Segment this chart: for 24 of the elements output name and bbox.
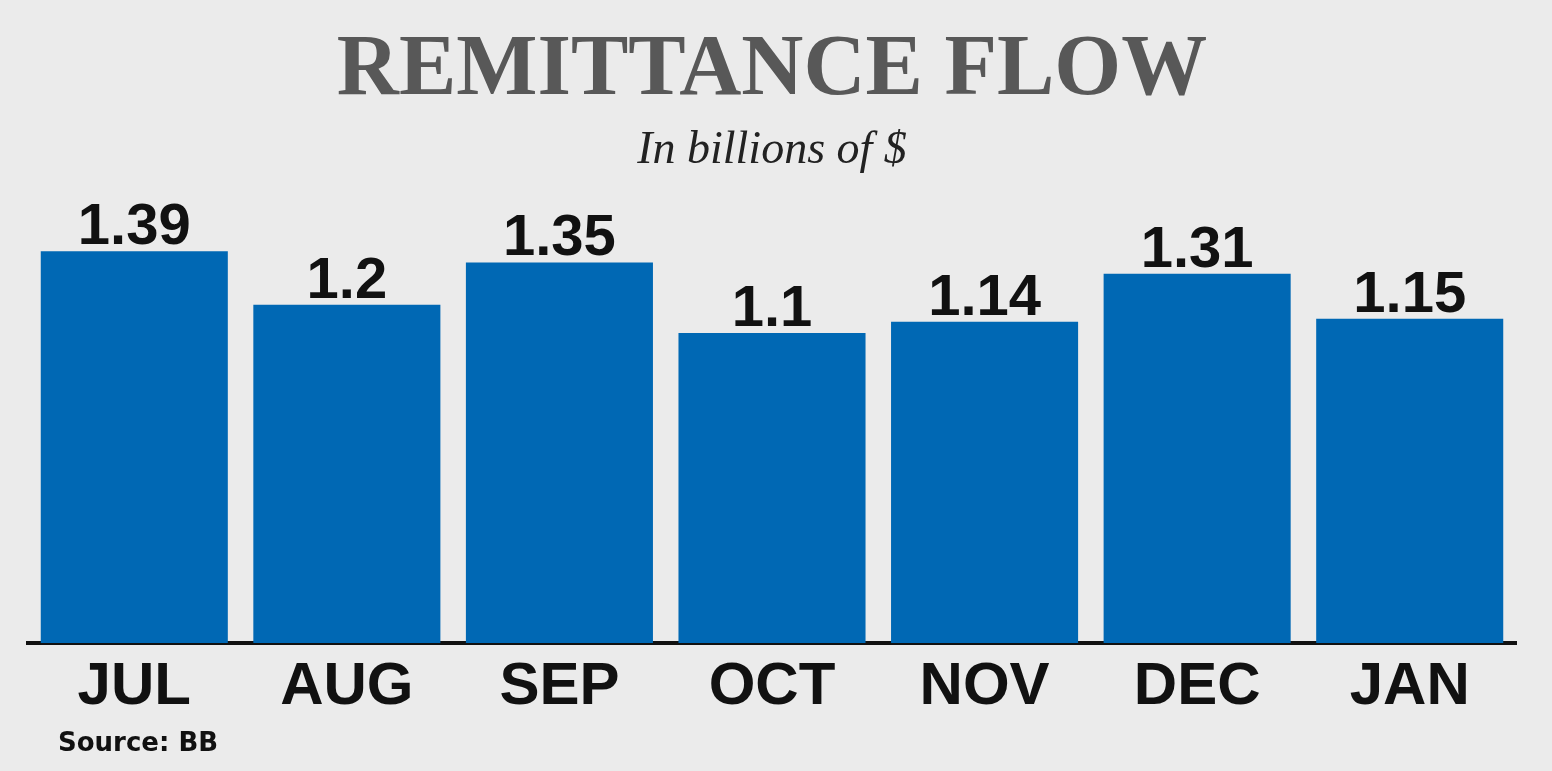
bar bbox=[891, 321, 1079, 643]
data-label: 1.39 bbox=[77, 191, 191, 257]
data-label: 1.2 bbox=[306, 244, 388, 310]
chart-subtitle: In billions of $ bbox=[636, 121, 907, 173]
x-tick-label: AUG bbox=[280, 649, 414, 717]
bar bbox=[465, 262, 653, 643]
x-tick-label: NOV bbox=[919, 649, 1050, 717]
source-note: Source: BB bbox=[58, 726, 219, 757]
data-label: 1.31 bbox=[1140, 213, 1254, 279]
x-tick-label: JUL bbox=[77, 649, 191, 717]
data-label: 1.14 bbox=[928, 261, 1042, 327]
bar bbox=[678, 332, 866, 643]
bar bbox=[253, 304, 441, 643]
x-tick-label: OCT bbox=[708, 649, 836, 717]
bar bbox=[1103, 273, 1291, 643]
data-label: 1.35 bbox=[502, 202, 616, 268]
bar bbox=[40, 251, 228, 643]
x-tick-label: SEP bbox=[499, 649, 620, 717]
data-label: 1.1 bbox=[731, 272, 813, 338]
x-tick-label: DEC bbox=[1133, 649, 1261, 717]
x-tick-label: JAN bbox=[1349, 649, 1470, 717]
data-label: 1.15 bbox=[1353, 258, 1467, 324]
chart-title: REMITTANCE FLOW bbox=[336, 16, 1208, 113]
bar bbox=[1316, 318, 1504, 643]
